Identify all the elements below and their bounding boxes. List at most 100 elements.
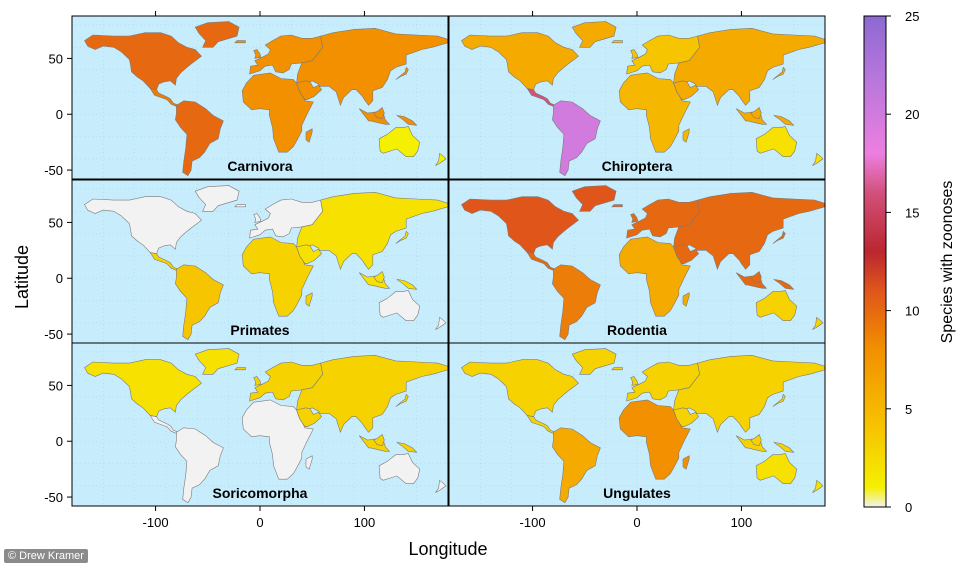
land-greenland: [194, 348, 240, 375]
land-britain: [253, 49, 262, 59]
land-borneo: [750, 434, 762, 447]
map-panels: Carnivora Chiroptera Primates Rodentia Soric…: [71, 15, 826, 507]
land-new-zealand: [435, 479, 447, 493]
land-borneo: [750, 107, 762, 120]
y-tick-label: 0: [56, 271, 63, 286]
y-tick-label: -50: [44, 327, 63, 342]
land-europe: [249, 34, 324, 75]
land-australia: [378, 126, 421, 157]
land-new-guinea: [773, 442, 795, 453]
land-africa: [241, 236, 314, 317]
panel-title: Ungulates: [603, 485, 671, 501]
colorbar-tick-label: 15: [905, 205, 919, 220]
panel-title: Primates: [230, 322, 289, 338]
land-arabia: [296, 80, 322, 100]
panel-title: Carnivora: [227, 158, 293, 174]
land-japan: [395, 393, 409, 407]
land-borneo: [373, 107, 385, 120]
land-australia: [378, 453, 421, 485]
axes: Longitude Latitude -50 0 50 -50 0 50 -50 0 50 -10…: [12, 11, 752, 559]
land-australia: [755, 126, 798, 157]
land-south-america: [175, 100, 224, 177]
map-panel-ungulates: Ungulates: [448, 342, 826, 507]
land-greenland: [194, 21, 240, 48]
x-tick-label: 0: [633, 515, 640, 530]
land-indonesia: [735, 108, 768, 125]
land-europe: [626, 198, 701, 239]
panel-title: Rodentia: [607, 322, 667, 338]
land-africa: [618, 399, 691, 480]
x-tick-label: -100: [520, 515, 546, 530]
land-south-america: [175, 427, 224, 504]
land-japan: [395, 66, 409, 80]
land-europe: [249, 361, 324, 402]
land-new-zealand: [812, 479, 824, 493]
colorbar-tick-label: 0: [905, 500, 912, 515]
land-britain: [253, 376, 262, 386]
map-panel-primates: Primates: [71, 179, 449, 344]
y-axis-label: Latitude: [12, 245, 32, 309]
land-south-america: [552, 427, 601, 504]
land-arabia: [673, 407, 699, 428]
land-new-guinea: [773, 279, 795, 290]
map-panel-rodentia: Rodentia: [448, 179, 826, 344]
land-south-america: [175, 264, 224, 341]
colorbar-tick-label: 20: [905, 107, 919, 122]
y-tick-label: 50: [49, 378, 63, 393]
land-africa: [241, 72, 314, 153]
land-greenland: [571, 21, 617, 48]
y-tick-label: 0: [56, 434, 63, 449]
land-north-america: [461, 196, 579, 255]
land-iceland: [611, 367, 623, 371]
land-japan: [772, 66, 786, 80]
y-tick-label: -50: [44, 163, 63, 178]
colorbar: 0 5 10 15 20 25 Species with zoonoses: [863, 9, 956, 515]
land-new-guinea: [396, 115, 418, 126]
x-tick-label: -100: [143, 515, 169, 530]
land-greenland: [194, 185, 240, 212]
land-new-zealand: [812, 152, 824, 166]
photo-credit: © Drew Kramer: [4, 549, 88, 563]
land-britain: [630, 376, 639, 386]
land-britain: [630, 213, 639, 223]
land-north-america: [84, 32, 202, 91]
land-new-zealand: [435, 316, 447, 330]
colorbar-tick-label: 10: [905, 304, 919, 319]
land-borneo: [373, 434, 385, 447]
land-australia: [378, 290, 421, 322]
colorbar-ticks: 0 5 10 15 20 25: [886, 9, 919, 515]
y-tick-label: -50: [44, 490, 63, 505]
land-new-guinea: [773, 115, 795, 126]
land-europe: [626, 361, 701, 402]
land-madagascar: [305, 455, 313, 470]
land-australia: [755, 453, 798, 485]
x-tick-label: 100: [354, 515, 376, 530]
land-indonesia: [735, 272, 768, 289]
land-europe: [249, 198, 324, 239]
land-south-america: [552, 264, 601, 341]
land-africa: [241, 399, 314, 480]
land-japan: [772, 230, 786, 244]
land-arabia: [296, 407, 322, 428]
land-iceland: [611, 204, 623, 208]
x-axis-label: Longitude: [408, 539, 487, 559]
land-north-america: [461, 32, 579, 91]
land-north-america: [84, 196, 202, 255]
land-africa: [618, 236, 691, 317]
land-south-america: [552, 100, 601, 177]
land-indonesia: [735, 435, 768, 452]
y-tick-label: 50: [49, 215, 63, 230]
land-new-guinea: [396, 279, 418, 290]
land-australia: [755, 290, 798, 322]
land-madagascar: [305, 292, 313, 307]
land-madagascar: [305, 128, 313, 143]
land-new-zealand: [812, 316, 824, 330]
land-arabia: [296, 244, 322, 265]
land-greenland: [571, 185, 617, 212]
land-indonesia: [358, 108, 391, 125]
land-arabia: [673, 244, 699, 265]
map-panel-carnivora: Carnivora: [71, 15, 449, 180]
land-madagascar: [682, 292, 690, 307]
land-madagascar: [682, 455, 690, 470]
x-tick-label: 100: [731, 515, 753, 530]
